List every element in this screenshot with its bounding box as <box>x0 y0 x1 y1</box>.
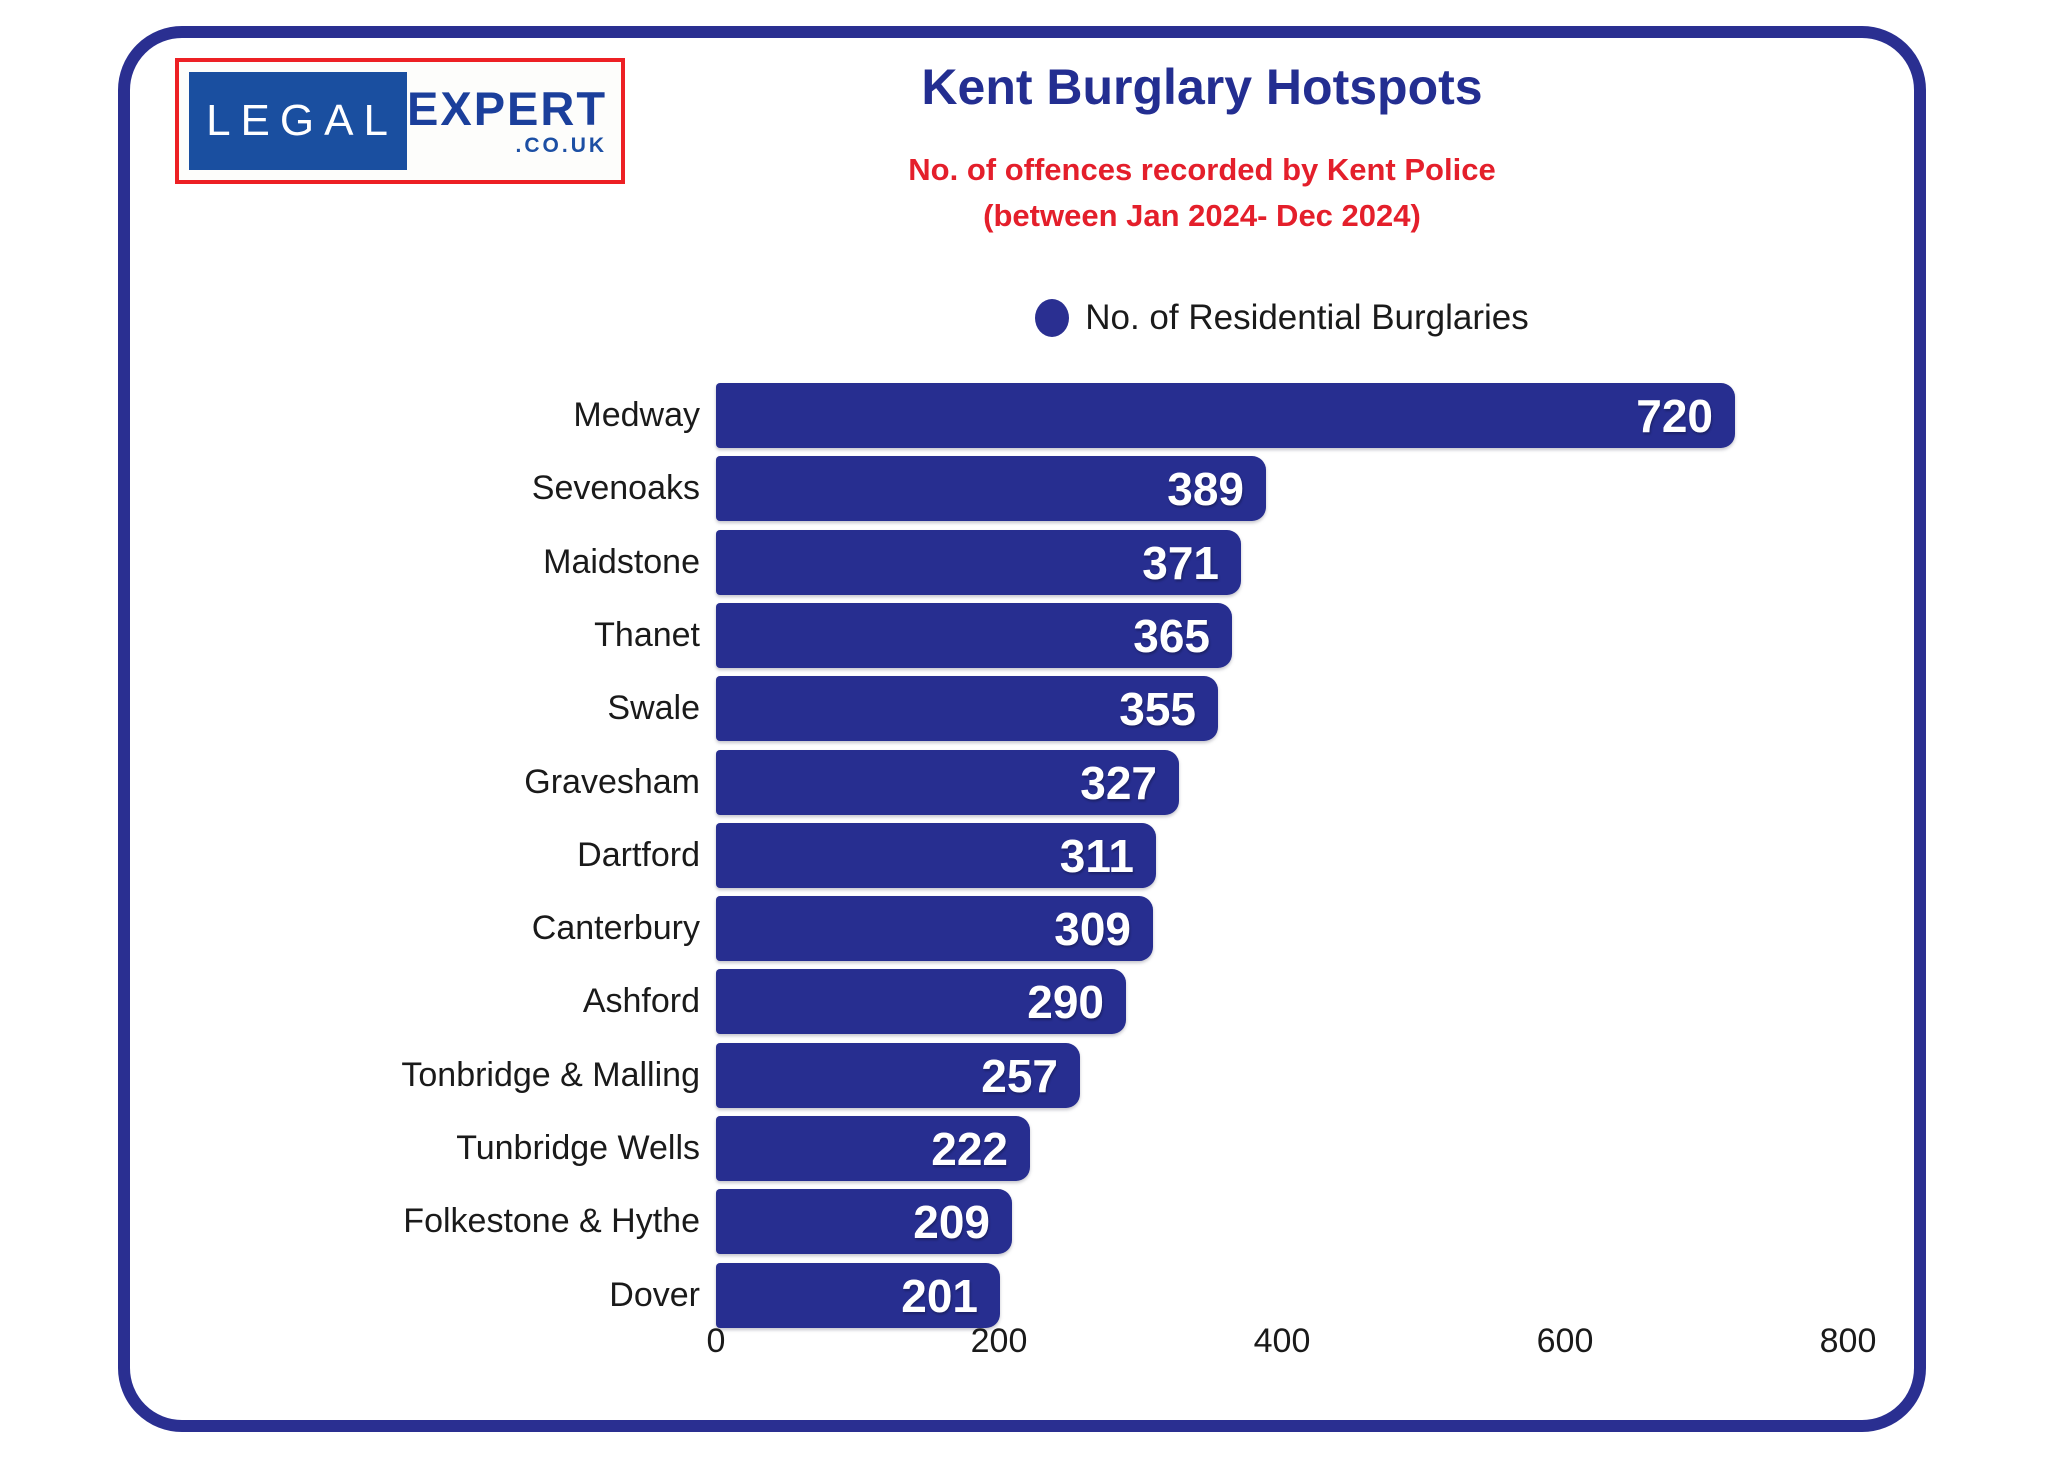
category-label: Sevenoaks <box>531 469 700 507</box>
x-axis-tick-600: 600 <box>1536 1322 1594 1360</box>
bar-value-label: 201 <box>901 1269 978 1322</box>
category-label: Ashford <box>582 982 700 1020</box>
legend-label: No. of Residential Burglaries <box>1085 298 1529 337</box>
category-label: Folkestone & Hythe <box>403 1202 700 1240</box>
bar-value-label: 311 <box>1059 829 1134 882</box>
bar-value-label: 309 <box>1054 902 1131 955</box>
bar-dartford: 311 <box>716 823 1156 888</box>
bar-value-label: 222 <box>931 1122 1008 1175</box>
x-axis-tick-400: 400 <box>1253 1322 1311 1360</box>
category-label: Medway <box>573 396 700 434</box>
category-label: Dartford <box>577 836 700 874</box>
category-label: Gravesham <box>524 763 700 801</box>
legend-circle-icon <box>1035 299 1070 337</box>
category-label: Dover <box>609 1276 700 1314</box>
bar-value-label: 720 <box>1636 389 1713 442</box>
bar-tonbridge-malling: 257 <box>716 1043 1080 1108</box>
bar-swale: 355 <box>716 676 1218 741</box>
bar-folkestone-hythe: 209 <box>716 1189 1012 1254</box>
category-label: Tunbridge Wells <box>456 1129 700 1167</box>
category-label: Canterbury <box>531 909 700 947</box>
bar-ashford: 290 <box>716 969 1126 1034</box>
bar-medway: 720 <box>716 383 1735 448</box>
bar-maidstone: 371 <box>716 530 1241 595</box>
category-label: Tonbridge & Malling <box>401 1056 700 1094</box>
category-label: Swale <box>607 689 700 727</box>
category-label: Thanet <box>594 616 700 654</box>
bar-value-label: 209 <box>913 1195 990 1248</box>
bar-sevenoaks: 389 <box>716 456 1266 521</box>
bar-canterbury: 309 <box>716 896 1153 961</box>
bar-value-label: 365 <box>1133 609 1210 662</box>
x-axis-tick-800: 800 <box>1819 1322 1877 1360</box>
chart-subtitle-line1: No. of offences recorded by Kent Police <box>908 152 1496 187</box>
bar-value-label: 355 <box>1119 682 1196 735</box>
chart-subtitle-line2: (between Jan 2024- Dec 2024) <box>983 198 1421 233</box>
bar-value-label: 290 <box>1027 975 1104 1028</box>
x-axis-tick-0: 0 <box>706 1322 726 1360</box>
bar-tunbridge-wells: 222 <box>716 1116 1030 1181</box>
logo-suffix-couk: .CO.UK <box>515 133 608 157</box>
bar-dover: 201 <box>716 1263 1000 1328</box>
bar-thanet: 365 <box>716 603 1232 668</box>
bar-gravesham: 327 <box>716 750 1179 815</box>
logo-word-expert: EXPERT <box>407 81 608 135</box>
bar-value-label: 257 <box>981 1049 1058 1102</box>
bar-value-label: 371 <box>1142 536 1219 589</box>
logo-right-block: EXPERT .CO.UK <box>407 85 613 158</box>
chart-title: Kent Burglary Hotspots <box>921 59 1483 115</box>
bar-value-label: 389 <box>1167 462 1244 515</box>
category-label: Maidstone <box>543 543 700 581</box>
legend: No. of Residential Burglaries <box>716 296 1848 340</box>
logo-blue-rect: LEGAL <box>189 72 407 170</box>
x-axis-tick-200: 200 <box>970 1322 1028 1360</box>
bar-value-label: 327 <box>1080 756 1157 809</box>
legal-expert-logo: LEGAL EXPERT .CO.UK <box>175 58 625 184</box>
logo-word-legal: LEGAL <box>206 96 398 145</box>
